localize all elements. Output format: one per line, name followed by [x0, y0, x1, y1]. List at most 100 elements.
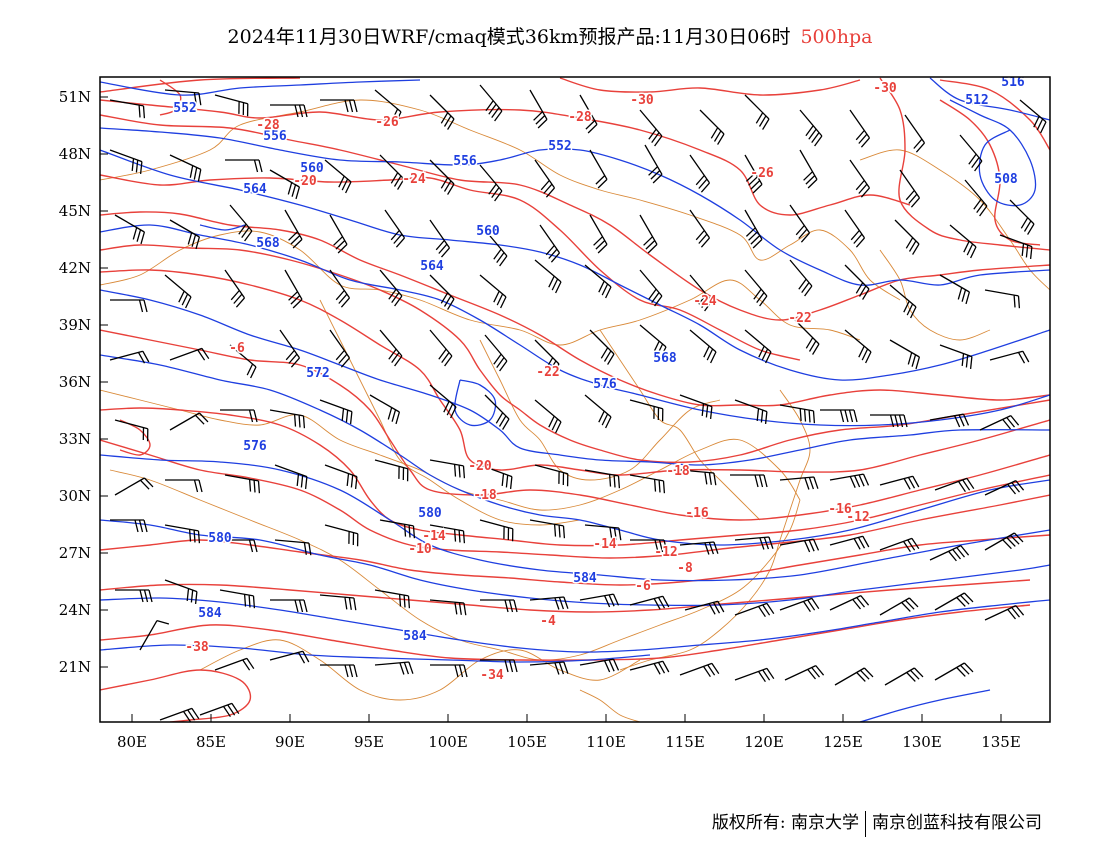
wind-barb	[220, 539, 258, 553]
wind-barb	[484, 394, 510, 430]
wind-barb	[109, 350, 150, 364]
lon-tick-label: 110E	[586, 733, 626, 751]
temperature-label: -22	[536, 365, 559, 380]
wind-barb	[329, 269, 351, 308]
wind-barb	[479, 519, 514, 542]
lat-tick-label: 51N	[59, 88, 91, 106]
wind-barb	[479, 84, 503, 122]
wind-barb	[949, 224, 977, 259]
wind-barb	[480, 599, 518, 613]
height-contour	[454, 379, 497, 427]
wind-barb	[889, 339, 921, 370]
wind-barb	[879, 597, 919, 616]
border-line	[100, 99, 901, 301]
wind-barb	[879, 537, 920, 553]
wind-barb	[899, 169, 921, 208]
lat-tick-label: 30N	[59, 487, 91, 505]
wind-barb	[379, 329, 403, 367]
wind-barb	[889, 284, 917, 319]
lon-tick-label: 95E	[354, 733, 384, 751]
height-contour	[949, 99, 1037, 207]
temperature-label: -18	[666, 464, 690, 479]
lat-tick-label: 45N	[59, 202, 91, 220]
wind-barb	[429, 459, 466, 479]
wind-barb	[964, 179, 988, 217]
height-contour	[100, 127, 1050, 286]
copyright-text: 版权所有: 南京大学	[711, 813, 859, 833]
lat-tick-label: 33N	[59, 430, 91, 448]
temperature-contour	[159, 79, 182, 116]
temperature-label: -34	[480, 668, 504, 683]
height-label: 580	[208, 531, 232, 546]
wind-barb	[109, 149, 143, 174]
temperature-contour	[100, 439, 1050, 559]
border-line	[859, 149, 1050, 291]
wind-barb	[834, 667, 874, 686]
wind-barb	[644, 144, 663, 184]
wind-barb	[225, 159, 263, 173]
wind-barb	[274, 539, 312, 556]
temperature-contour	[939, 99, 1041, 246]
wind-barb	[319, 399, 353, 424]
wind-barb	[529, 596, 569, 610]
wind-barb	[429, 274, 455, 310]
wind-barb	[689, 329, 717, 364]
wind-barb	[939, 274, 971, 305]
wind-barbs	[109, 84, 1047, 722]
height-label: 584	[198, 606, 222, 621]
wind-barb	[879, 475, 920, 490]
footer-divider	[865, 810, 866, 837]
wind-barb	[999, 234, 1033, 259]
wind-barb	[629, 399, 664, 422]
lon-tick-label: 105E	[507, 733, 547, 751]
wind-barb	[369, 394, 401, 425]
footer: 版权所有: 南京大学 南京创蓝科技有限公司	[712, 808, 1042, 837]
height-label: 576	[243, 439, 267, 454]
wind-barb	[534, 339, 560, 375]
wind-barb	[110, 519, 148, 533]
border-line	[619, 389, 811, 671]
wind-barb	[429, 94, 455, 130]
temperature-label: -8	[677, 561, 693, 576]
wind-barb	[589, 149, 608, 189]
border-line	[100, 230, 861, 346]
temperature-contour	[100, 669, 252, 722]
wind-barb	[479, 274, 507, 309]
wind-barb	[220, 409, 258, 423]
temperature-label: -30	[873, 81, 897, 96]
height-contour	[859, 689, 991, 722]
wind-barb	[744, 154, 763, 194]
wind-barb	[534, 259, 562, 294]
wind-barb	[269, 650, 310, 664]
wind-barb	[379, 269, 403, 307]
wind-barb	[579, 94, 598, 134]
wind-barb	[744, 209, 763, 249]
wind-barb	[584, 469, 621, 489]
wind-barb	[324, 464, 358, 489]
wind-barb	[164, 274, 192, 309]
wind-barb	[939, 344, 973, 369]
wind-barb	[979, 415, 1020, 431]
wind-barb	[274, 464, 308, 489]
temperature-contour	[119, 419, 151, 456]
wind-barb	[279, 329, 301, 368]
wind-barb	[384, 209, 406, 248]
height-contour	[100, 519, 1050, 607]
temperature-label: -4	[540, 614, 556, 629]
temperature-label: -12	[846, 510, 869, 525]
wind-barb	[589, 214, 608, 254]
wind-barb	[329, 214, 348, 254]
wind-barb	[744, 269, 768, 307]
lat-tick-label: 27N	[59, 544, 91, 562]
height-label: 564	[243, 182, 267, 197]
temperature-label: -14	[593, 537, 617, 552]
temperature-contour	[100, 99, 911, 216]
height-label: 580	[418, 506, 442, 521]
company-text: 南京创蓝科技有限公司	[872, 813, 1042, 833]
wind-barb	[984, 532, 1024, 551]
wind-barb	[534, 464, 569, 487]
wind-barb	[159, 707, 200, 722]
wind-barb	[429, 524, 466, 544]
temperature-contour	[559, 77, 861, 96]
